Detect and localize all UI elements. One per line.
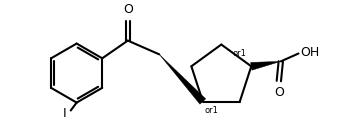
Text: OH: OH <box>300 46 320 59</box>
Text: or1: or1 <box>205 106 219 115</box>
Polygon shape <box>159 54 206 104</box>
Polygon shape <box>251 61 281 70</box>
Text: O: O <box>123 3 133 16</box>
Text: or1: or1 <box>232 49 246 58</box>
Text: I: I <box>63 107 67 120</box>
Text: O: O <box>274 86 284 99</box>
